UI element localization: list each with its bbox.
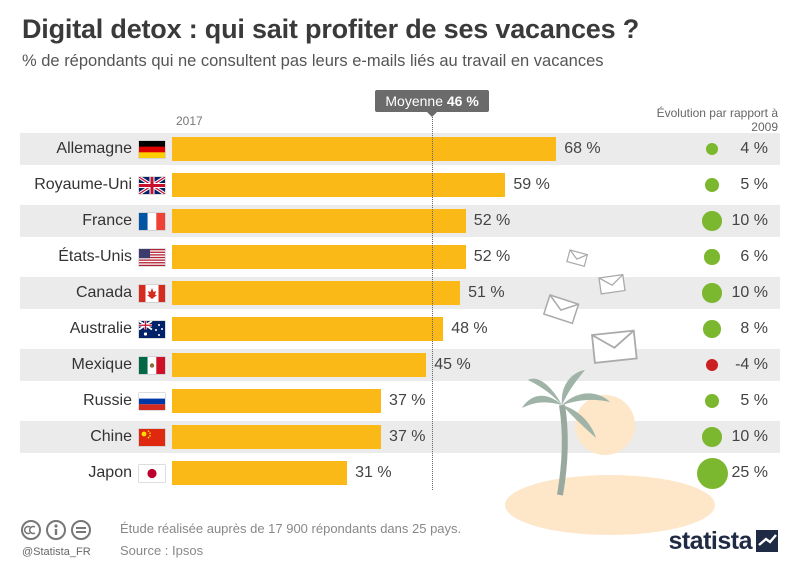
- evolution-dot: [705, 394, 719, 408]
- bar-value-label: 31 %: [355, 464, 392, 481]
- envelope-icon: [566, 249, 589, 267]
- mexico-flag-icon: [139, 357, 165, 374]
- france-flag-icon: [139, 213, 165, 230]
- australia-flag-icon: [139, 321, 165, 338]
- island-shape: [505, 475, 715, 535]
- usa-flag-icon: [139, 249, 165, 266]
- bar: [172, 353, 427, 377]
- country-label: Allemagne: [56, 140, 132, 157]
- country-label: Mexique: [71, 356, 132, 373]
- bar: [172, 209, 466, 233]
- bar: [172, 281, 461, 305]
- evolution-value: 10 %: [731, 284, 768, 301]
- evolution-value: 5 %: [740, 392, 768, 409]
- by-icon: [46, 520, 66, 540]
- chart-title: Digital detox : qui sait profiter de ses…: [22, 14, 639, 44]
- bar-value-label: 52 %: [473, 248, 511, 265]
- evolution-value: 10 %: [731, 428, 768, 445]
- china-flag-icon: [139, 429, 165, 446]
- palm-trunk: [557, 404, 568, 496]
- footer-note: Étude réalisée auprès de 17 900 répondan…: [120, 521, 462, 536]
- statista-logo[interactable]: statista: [668, 527, 778, 556]
- evolution-dot: [703, 320, 721, 338]
- country-label: Chine: [90, 428, 132, 445]
- average-line: [431, 112, 433, 490]
- palm-leaf: [561, 370, 585, 405]
- uk-flag-icon: [139, 177, 165, 194]
- average-value: 46 %: [446, 93, 479, 109]
- year-label: 2017: [176, 114, 203, 128]
- evolution-value: 4 %: [740, 140, 768, 157]
- envelope-icon: [591, 329, 638, 364]
- logo-text: statista: [668, 527, 752, 555]
- average-label: Moyenne 46 %: [375, 90, 489, 117]
- envelope-icon: [542, 294, 580, 325]
- evolution-dot: [704, 249, 720, 265]
- japan-flag-icon: [139, 465, 165, 482]
- bar-value-label: 52 %: [473, 212, 511, 229]
- bar-value-label: 59 %: [513, 176, 550, 193]
- bar: [172, 461, 348, 485]
- evolution-value: 25 %: [731, 464, 768, 481]
- evolution-dot: [705, 178, 719, 192]
- evolution-dot: [702, 427, 722, 447]
- country-label: Canada: [75, 284, 132, 301]
- average-label-text: Moyenne: [385, 93, 443, 109]
- evolution-dot: [705, 358, 719, 372]
- nd-icon: [71, 520, 91, 540]
- country-label: France: [82, 212, 132, 229]
- bar-value-label: 48 %: [451, 320, 488, 337]
- logo-mark-icon: [756, 530, 778, 552]
- bar: [172, 245, 466, 269]
- chart-subtitle: % de répondants qui ne consultent pas le…: [22, 52, 604, 70]
- bar-value-label: 45 %: [434, 356, 471, 373]
- canada-flag-icon: [139, 285, 165, 302]
- bar-value-label: 37 %: [389, 392, 426, 409]
- evolution-value: -4 %: [735, 356, 768, 373]
- country-label: Australie: [69, 320, 132, 337]
- bar: [172, 137, 557, 161]
- evolution-dot: [702, 283, 722, 303]
- bar: [172, 317, 444, 341]
- sun-shape: [575, 395, 635, 455]
- palm-leaf: [528, 378, 562, 405]
- evolution-value: 5 %: [740, 176, 768, 193]
- evolution-value: 10 %: [731, 212, 768, 229]
- bar: [172, 425, 382, 449]
- russia-flag-icon: [139, 393, 165, 410]
- evolution-value: 8 %: [740, 320, 768, 337]
- evolution-dot: [696, 457, 728, 489]
- bar: [172, 389, 382, 413]
- country-label: Japon: [88, 464, 132, 481]
- bar: [172, 173, 506, 197]
- palm-leaf: [522, 395, 562, 408]
- country-label: États-Unis: [58, 248, 132, 265]
- palm-leaf: [562, 393, 610, 405]
- evolution-dot: [702, 211, 722, 231]
- evolution-header: Évolution par rapport à 2009: [656, 106, 778, 134]
- bar-value-label: 37 %: [389, 428, 426, 445]
- bar-value-label: 68 %: [564, 140, 601, 157]
- palm-leaf: [562, 405, 596, 438]
- license-icons: [20, 519, 100, 548]
- evolution-dot: [705, 142, 719, 156]
- envelope-icon: [598, 273, 626, 295]
- cc-icon: [21, 520, 41, 540]
- evolution-value: 6 %: [740, 248, 768, 265]
- country-label: Royaume-Uni: [34, 176, 132, 193]
- bar-value-label: 51 %: [468, 284, 505, 301]
- country-label: Russie: [83, 392, 132, 409]
- germany-flag-icon: [139, 141, 165, 158]
- social-handle: @Statista_FR: [22, 546, 91, 558]
- footer-source: Source : Ipsos: [120, 543, 204, 558]
